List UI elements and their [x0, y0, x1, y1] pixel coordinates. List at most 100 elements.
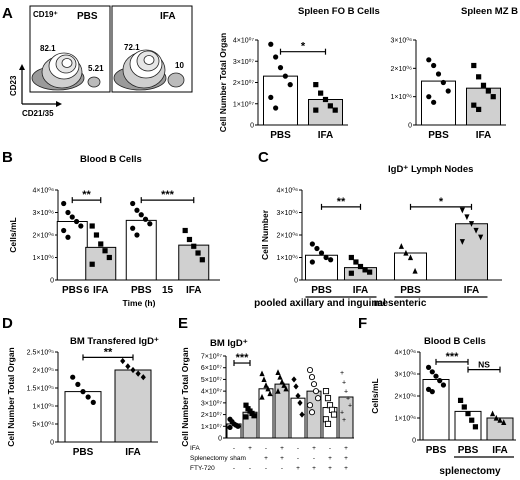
chart-f-point: [461, 404, 467, 410]
chart-a-mz-point: [431, 62, 437, 69]
chart-c-category-label: IFA: [464, 285, 480, 296]
chart-b-point: [182, 227, 188, 234]
chart-e-point: [295, 392, 301, 399]
chart-e-point: +: [340, 410, 344, 417]
chart-e-point: [314, 395, 322, 402]
chart-a-mz-point: [471, 102, 477, 108]
chart-e-ifa-sign: +: [248, 445, 252, 452]
chart-c-ytick-label: 0: [294, 278, 298, 285]
chart-e-point: [267, 390, 273, 397]
chart-a-fo-point: [332, 107, 338, 113]
panel-label-c: C: [258, 149, 269, 166]
chart-a-fo-point: [282, 73, 288, 79]
chart-e-fty-sign: -: [249, 465, 251, 472]
chart-f-ytick-label: 0: [412, 438, 416, 445]
chart-f-ytick-label: 1×10⁰⁶: [395, 415, 417, 423]
chart-b-category-label: IFA: [186, 285, 202, 296]
chart-e-point: [310, 381, 318, 388]
chart-a-fo-ytick-label: 2×10⁰⁷: [233, 79, 255, 87]
chart-a-fo-point: [313, 107, 319, 113]
chart-d-sig-label: **: [104, 346, 113, 358]
chart-a-mz-category-label: IFA: [476, 130, 492, 141]
chart-b-group-label: 6: [84, 285, 90, 296]
chart-c-point: [459, 239, 465, 245]
chart-d-point: [70, 374, 76, 380]
flow-y-axis-label: CD23: [9, 75, 18, 96]
chart-f-point: [497, 417, 503, 423]
chart-a-fo-point: [268, 94, 274, 100]
chart-f-title: Blood B Cells: [424, 336, 486, 347]
chart-b-category-label: IFA: [93, 285, 109, 296]
chart-a-fo-point: [313, 82, 319, 88]
chart-e-splenectomy-sign: +: [328, 455, 332, 462]
flow-contour-pbs: [31, 52, 101, 91]
chart-a-fo-point: [268, 41, 274, 47]
chart-a-mz-point: [435, 71, 442, 77]
chart-e-point: [227, 424, 233, 431]
chart-a-fo-point: [273, 105, 279, 111]
flow-axes: CD23 CD21/35: [9, 64, 62, 118]
chart-d-point: [130, 366, 136, 374]
chart-b-point: [199, 257, 205, 263]
chart-e-point: +: [348, 403, 352, 410]
chart-d-ytick-label: 1.5×10⁰⁵: [27, 385, 54, 393]
chart-b-point: [65, 209, 71, 216]
chart-a-mz-point: [445, 88, 451, 94]
chart-f-category-label: PBS: [426, 445, 447, 456]
chart-b-point: [89, 223, 95, 229]
chart-e-ylabel: Cell Number Total Organ: [180, 347, 190, 447]
chart-e-point: [306, 402, 314, 409]
chart-c-sig-label: *: [439, 196, 444, 208]
chart-e-fty-sign: -: [265, 465, 267, 472]
panel-e-row-label-fty: FTY-720: [190, 465, 215, 472]
chart-e-point: [330, 411, 338, 418]
chart-b-bar: [178, 244, 210, 281]
chart-e-point: [243, 414, 249, 420]
panel-label-f: F: [358, 315, 367, 332]
panel-label-e: E: [178, 315, 188, 332]
chart-d-ytick-label: 1×10⁰⁵: [33, 403, 55, 411]
chart-e-splenectomy-sign: +: [344, 455, 348, 462]
chart-e-point: +: [344, 389, 348, 396]
chart-f-point: [437, 378, 443, 384]
chart-e-fty-sign: +: [312, 465, 316, 472]
chart-e-point: [259, 370, 265, 377]
chart-f-category-label: PBS: [458, 445, 479, 456]
chart-b-point: [73, 218, 80, 225]
chart-b-group-label: 15: [162, 285, 174, 296]
chart-b-point: [106, 254, 112, 261]
panel-label-a: A: [2, 5, 13, 22]
chart-e-point: [306, 367, 314, 374]
chart-e-title: BM IgD⁺: [210, 338, 248, 349]
chart-d-ytick-label: 0: [50, 440, 54, 447]
chart-e-ytick-label: 2×10⁰⁷: [201, 411, 223, 419]
chart-a-mz: Spleen MZ B Cells 0 1×10⁰⁶ 2×10⁰⁶ 3×10⁰⁶ PBS I…: [391, 6, 520, 141]
chart-e-point: [299, 411, 305, 418]
chart-a-mz-ytick-label: 2×10⁰⁶: [391, 65, 413, 73]
chart-e-point: [297, 399, 303, 406]
chart-b-point: [93, 232, 100, 238]
chart-d-point: [140, 374, 146, 381]
chart-e-splenectomy-sign: -: [297, 455, 299, 462]
chart-e-ytick-label: 7×10⁰⁷: [201, 353, 223, 361]
chart-e-point: [275, 388, 281, 394]
chart-e-ifa-sign: +: [344, 445, 348, 452]
chart-c-point: [318, 250, 325, 256]
chart-a-mz-ytick-label: 0: [408, 123, 412, 130]
chart-c-title: IgD⁺ Lymph Nodes: [388, 164, 473, 175]
chart-c-point: [353, 259, 359, 265]
chart-b-ytick-label: 3×10⁰⁶: [33, 209, 55, 217]
chart-e-ifa-sign: +: [312, 445, 316, 452]
chart-c-point: [407, 254, 414, 261]
chart-a-mz-point: [426, 57, 432, 63]
chart-b-sig-label: **: [82, 189, 91, 201]
chart-e-point: [243, 402, 249, 408]
chart-a-fo-category-label: PBS: [270, 130, 291, 141]
chart-e-point: [259, 393, 265, 400]
chart-f-point: [465, 411, 471, 417]
flow-mz-pct-pbs: 5.21: [88, 64, 104, 73]
panel-e-row-label-splenectomy: Splenectomy: [190, 455, 228, 462]
chart-b-point: [195, 250, 201, 256]
chart-e-bar: [290, 397, 306, 439]
flow-plot-ifa: IFA 72.1 10: [111, 5, 193, 93]
